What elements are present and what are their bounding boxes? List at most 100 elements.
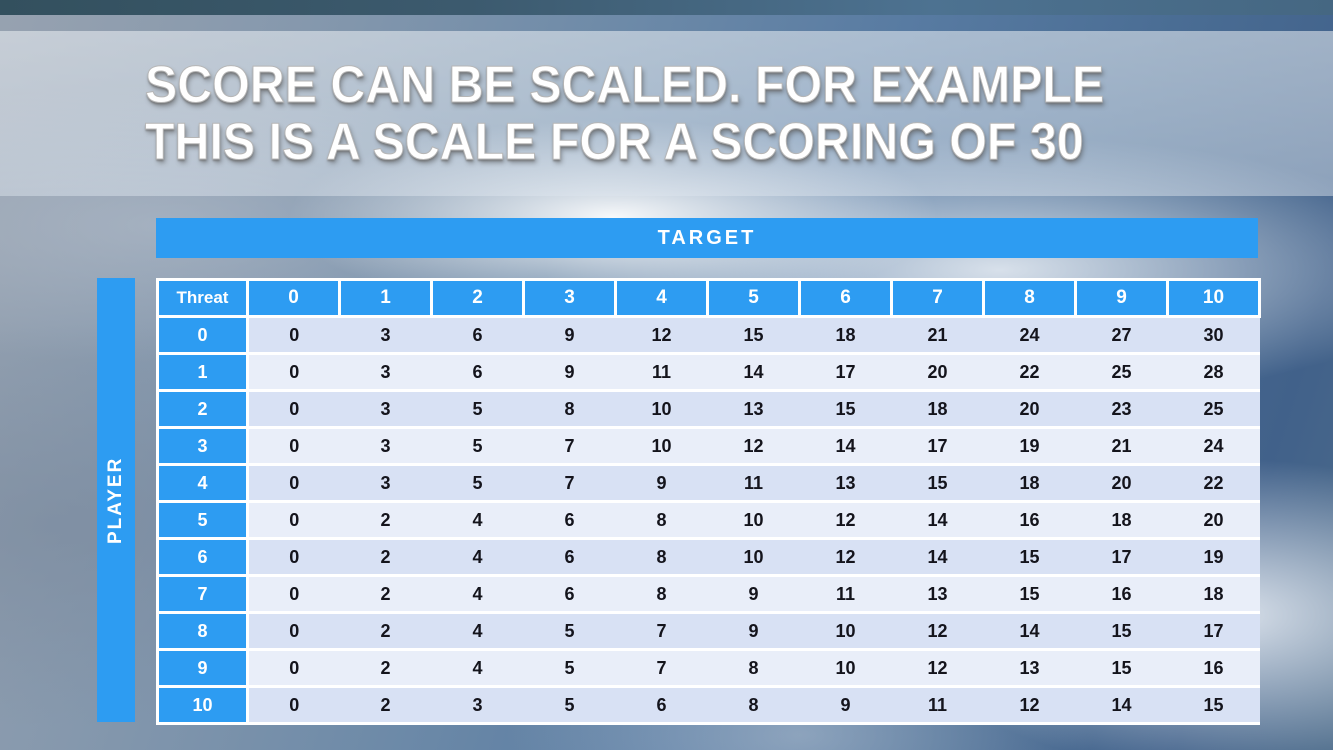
score-cell: 15 xyxy=(1167,685,1260,725)
threat-header-cell: Threat xyxy=(156,278,249,318)
score-cell: 15 xyxy=(707,315,800,354)
score-cell: 12 xyxy=(983,685,1076,725)
score-cell: 14 xyxy=(891,537,984,576)
score-cell: 10 xyxy=(799,611,892,650)
top-accent-bar xyxy=(0,0,1333,15)
score-cell: 2 xyxy=(339,648,432,687)
score-cell: 17 xyxy=(1167,611,1260,650)
score-cell: 3 xyxy=(339,426,432,465)
table-row: 3 0 3 5 7 10 12 14 17 19 21 24 xyxy=(156,426,1260,466)
score-cell: 8 xyxy=(615,500,708,539)
score-cell: 8 xyxy=(707,685,800,725)
player-sidebar: PLAYER xyxy=(97,278,135,722)
score-cell: 2 xyxy=(339,611,432,650)
score-cell: 9 xyxy=(799,685,892,725)
score-cell: 3 xyxy=(431,685,524,725)
column-header: 1 xyxy=(338,278,433,318)
score-cell: 8 xyxy=(707,648,800,687)
score-cell: 22 xyxy=(983,352,1076,391)
score-cell: 0 xyxy=(247,611,340,650)
row-header: 8 xyxy=(156,611,249,651)
column-header: 0 xyxy=(246,278,341,318)
score-cell: 16 xyxy=(1167,648,1260,687)
score-cell: 25 xyxy=(1075,352,1168,391)
score-cell: 10 xyxy=(707,500,800,539)
score-cell: 9 xyxy=(707,611,800,650)
score-cell: 13 xyxy=(891,574,984,613)
score-cell: 0 xyxy=(247,352,340,391)
score-cell: 16 xyxy=(1075,574,1168,613)
table-row: 9 0 2 4 5 7 8 10 12 13 15 16 xyxy=(156,648,1260,688)
score-cell: 27 xyxy=(1075,315,1168,354)
score-cell: 0 xyxy=(247,537,340,576)
score-cell: 15 xyxy=(799,389,892,428)
score-cell: 18 xyxy=(799,315,892,354)
score-cell: 13 xyxy=(983,648,1076,687)
score-cell: 7 xyxy=(615,648,708,687)
score-cell: 2 xyxy=(339,685,432,725)
score-cell: 20 xyxy=(1167,500,1260,539)
player-label: PLAYER xyxy=(105,456,126,544)
row-header: 4 xyxy=(156,463,249,503)
table-row: 0 0 3 6 9 12 15 18 21 24 27 30 xyxy=(156,315,1260,355)
score-cell: 5 xyxy=(523,648,616,687)
score-cell: 20 xyxy=(983,389,1076,428)
column-header: 3 xyxy=(522,278,617,318)
row-header: 9 xyxy=(156,648,249,688)
score-cell: 8 xyxy=(523,389,616,428)
score-cell: 4 xyxy=(431,500,524,539)
score-cell: 6 xyxy=(523,574,616,613)
score-cell: 12 xyxy=(891,648,984,687)
row-header: 1 xyxy=(156,352,249,392)
score-cell: 14 xyxy=(707,352,800,391)
score-cell: 6 xyxy=(615,685,708,725)
column-header: 2 xyxy=(430,278,525,318)
score-cell: 10 xyxy=(615,389,708,428)
score-cell: 0 xyxy=(247,463,340,502)
score-cell: 21 xyxy=(1075,426,1168,465)
score-cell: 0 xyxy=(247,648,340,687)
score-cell: 14 xyxy=(983,611,1076,650)
row-header: 5 xyxy=(156,500,249,540)
score-cell: 23 xyxy=(1075,389,1168,428)
table-row: 6 0 2 4 6 8 10 12 14 15 17 19 xyxy=(156,537,1260,577)
column-header: 5 xyxy=(706,278,801,318)
score-cell: 18 xyxy=(983,463,1076,502)
score-cell: 17 xyxy=(1075,537,1168,576)
score-cell: 18 xyxy=(1075,500,1168,539)
table-row: 1 0 3 6 9 11 14 17 20 22 25 28 xyxy=(156,352,1260,392)
score-cell: 5 xyxy=(431,389,524,428)
score-cell: 20 xyxy=(891,352,984,391)
header-row: Threat 0 1 2 3 4 5 6 7 8 9 10 xyxy=(156,278,1261,318)
score-cell: 2 xyxy=(339,537,432,576)
score-cell: 11 xyxy=(891,685,984,725)
score-cell: 11 xyxy=(615,352,708,391)
score-cell: 0 xyxy=(247,315,340,354)
title-line-1: SCORE CAN BE SCALED. FOR EXAMPLE xyxy=(145,55,1105,114)
score-cell: 20 xyxy=(1075,463,1168,502)
title-banner: SCORE CAN BE SCALED. FOR EXAMPLE THIS IS… xyxy=(0,31,1333,196)
score-cell: 9 xyxy=(707,574,800,613)
score-cell: 5 xyxy=(431,426,524,465)
score-cell: 0 xyxy=(247,500,340,539)
column-header: 8 xyxy=(982,278,1077,318)
row-header: 6 xyxy=(156,537,249,577)
score-cell: 0 xyxy=(247,574,340,613)
score-cell: 24 xyxy=(983,315,1076,354)
score-cell: 0 xyxy=(247,426,340,465)
table-row: 7 0 2 4 6 8 9 11 13 15 16 18 xyxy=(156,574,1260,614)
table-row: 4 0 3 5 7 9 11 13 15 18 20 22 xyxy=(156,463,1260,503)
row-header: 0 xyxy=(156,315,249,355)
score-cell: 12 xyxy=(891,611,984,650)
score-cell: 10 xyxy=(615,426,708,465)
score-cell: 14 xyxy=(891,500,984,539)
target-label: TARGET xyxy=(657,226,757,249)
score-cell: 22 xyxy=(1167,463,1260,502)
score-cell: 4 xyxy=(431,648,524,687)
score-cell: 24 xyxy=(1167,426,1260,465)
score-cell: 15 xyxy=(983,537,1076,576)
score-cell: 3 xyxy=(339,352,432,391)
score-cell: 11 xyxy=(707,463,800,502)
score-cell: 4 xyxy=(431,574,524,613)
